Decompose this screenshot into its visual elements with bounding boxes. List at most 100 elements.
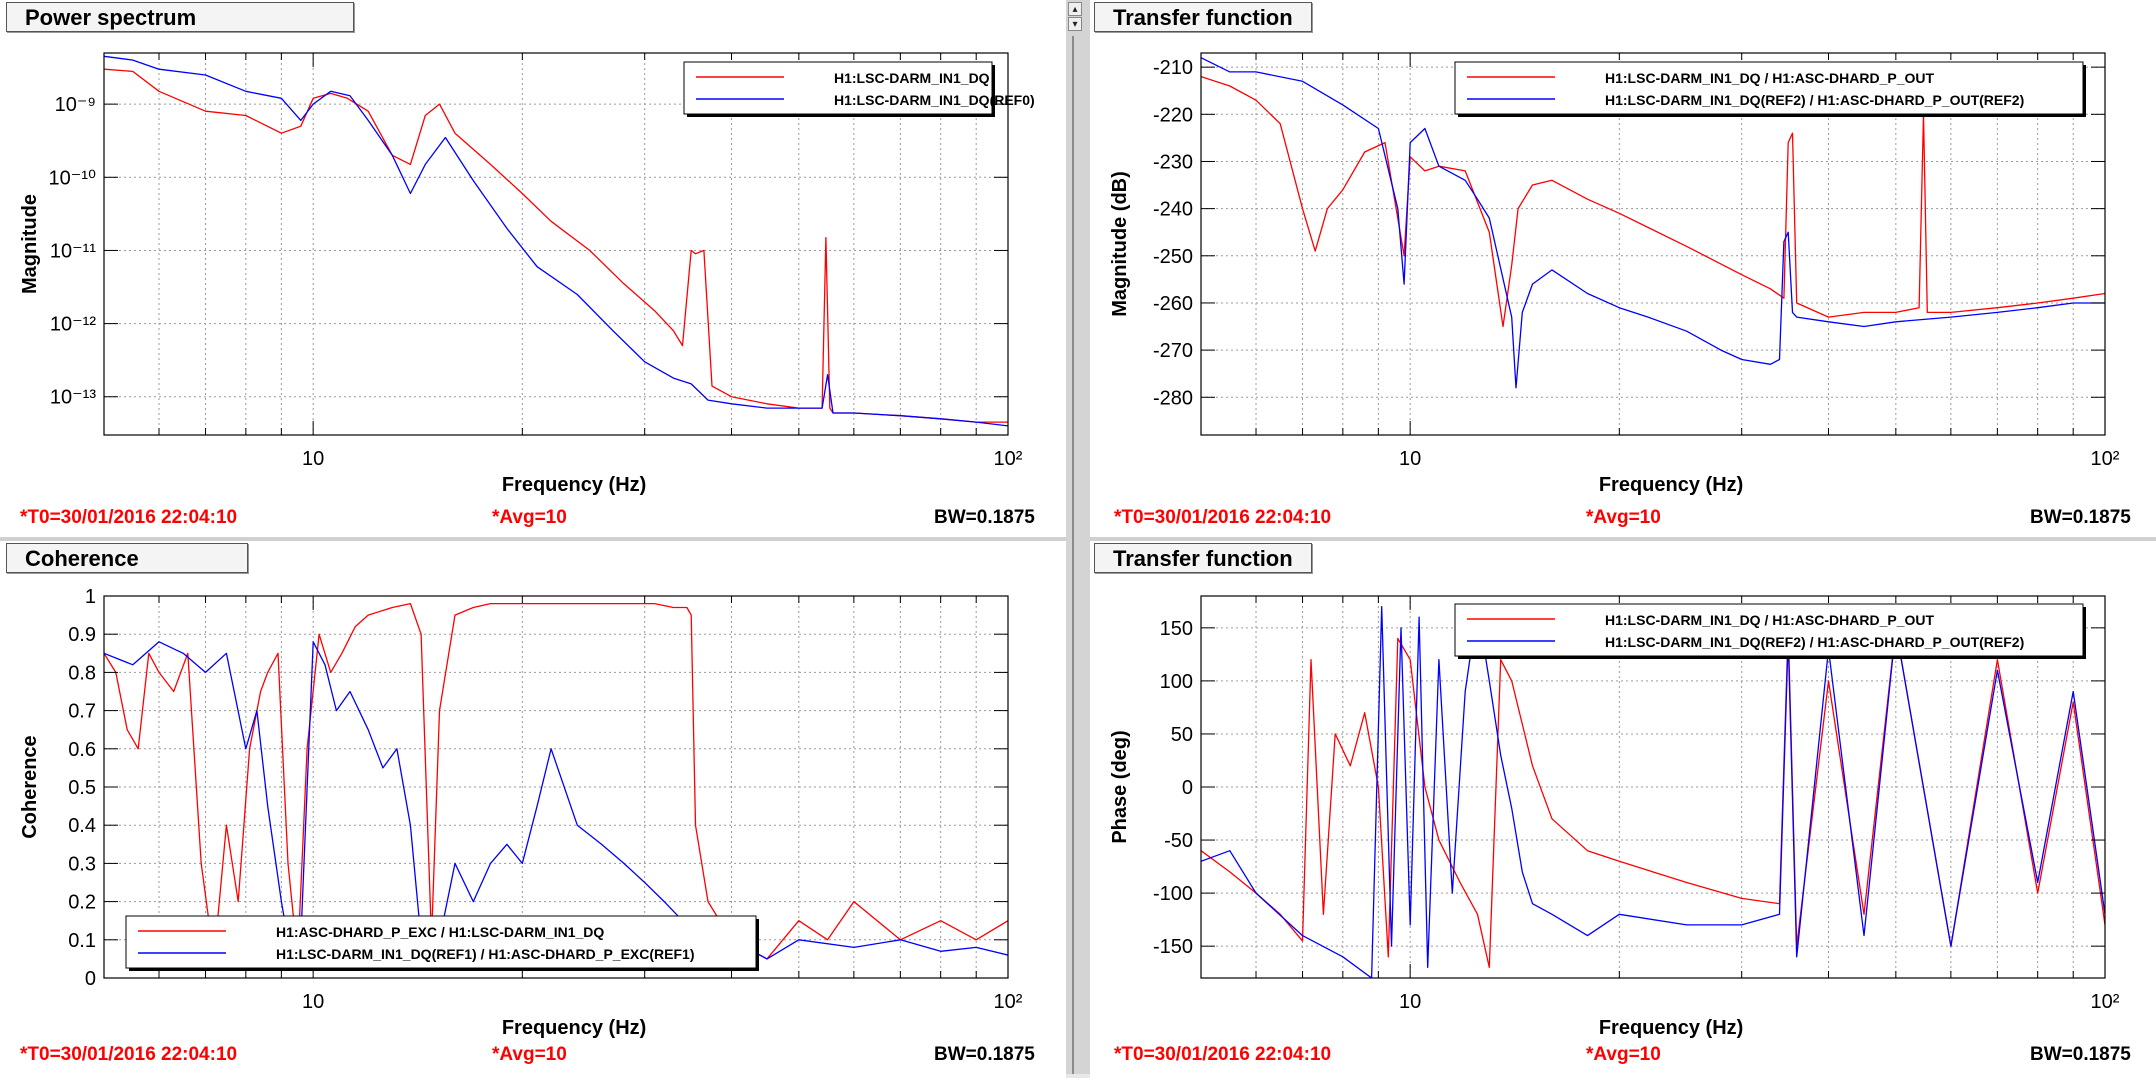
coherence-panel[interactable]: Coherence 10 10² 0 0.1 0.2 0.3 0.4 0.5 0.6 0.7 0.8… (0, 541, 1066, 1078)
grid (103, 53, 1008, 435)
scroll-up-button[interactable]: ▴ (1068, 2, 1082, 16)
y-tick-label: -50 (1164, 830, 1193, 852)
y-tick-label: -100 (1153, 883, 1193, 905)
t0-label: *T0=30/01/2016 22:04:10 (20, 1044, 238, 1065)
y-tick-label: -210 (1153, 57, 1193, 79)
y-tick-label: 10⁻⁹ (55, 94, 96, 116)
y-tick-label: 0.9 (68, 624, 96, 646)
avg-label: *Avg=10 (492, 507, 567, 528)
grid (1200, 596, 2105, 978)
y-tick-label: 0.4 (68, 815, 96, 837)
panel-title: Transfer function (1094, 2, 1312, 32)
avg-label: *Avg=10 (1586, 1044, 1661, 1065)
x-tick-label: 10² (994, 991, 1023, 1013)
y-tick-label: 100 (1160, 671, 1193, 693)
series-line-red (104, 68, 1008, 423)
y-axis-label: Coherence (19, 735, 41, 838)
series-group (104, 55, 1008, 427)
divider-line (1072, 36, 1074, 1074)
avg-label: *Avg=10 (492, 1044, 567, 1065)
y-tick-label: 0.2 (68, 892, 96, 914)
power-spectrum-chart[interactable]: 10 10² 10⁻¹³ 10⁻¹² 10⁻¹¹ 10⁻¹⁰ 10⁻⁹ Frequency (… (0, 0, 1066, 537)
x-tick-label: 10 (302, 991, 324, 1013)
y-tick-label: -280 (1153, 387, 1193, 409)
legend: H1:LSC-DARM_IN1_DQ / H1:ASC-DHARD_P_OUT H… (1454, 61, 2086, 117)
y-tick-label: -270 (1153, 340, 1193, 362)
x-axis-label: Frequency (Hz) (1599, 1017, 1743, 1039)
transfer-function-phase-chart[interactable]: 10 10² -150 -100 -50 0 50 100 150 Frequency (Hz) P… (1090, 541, 2156, 1074)
y-tick-label: 0.8 (68, 662, 96, 684)
power-spectrum-panel[interactable]: Power spectrum 10 10² 10⁻¹³ 10⁻¹² 10⁻¹¹ 10⁻¹⁰… (0, 0, 1066, 537)
legend-entry-label: H1:LSC-DARM_IN1_DQ / H1:ASC-DHARD_P_OUT (1605, 612, 1934, 628)
ticks (103, 595, 1008, 979)
plot-frame (1200, 52, 2106, 436)
avg-label: *Avg=10 (1586, 507, 1661, 528)
coherence-chart[interactable]: 10 10² 0 0.1 0.2 0.3 0.4 0.5 0.6 0.7 0.8 0.9 1 Freque… (0, 541, 1066, 1074)
y-tick-label: -260 (1153, 293, 1193, 315)
panel-title: Coherence (6, 543, 248, 573)
legend-entry-label: H1:LSC-DARM_IN1_DQ (834, 70, 990, 86)
series-line-red (104, 602, 1008, 960)
y-tick-label: 0.1 (68, 930, 96, 952)
y-tick-label: 0.7 (68, 701, 96, 723)
pad-divider[interactable]: ▴ ▾ (1066, 0, 1090, 1074)
panel-title: Power spectrum (6, 2, 354, 32)
bandwidth-label: BW=0.1875 (934, 507, 1035, 528)
y-tick-label: 10⁻¹³ (50, 387, 96, 409)
x-tick-label: 10² (2091, 448, 2120, 470)
y-tick-label: -250 (1153, 246, 1193, 268)
transfer-function-magnitude-panel[interactable]: Transfer function 10 10² -280 -270 -260 -250 -… (1090, 0, 2156, 537)
transfer-function-phase-panel[interactable]: Transfer function 10 10² -150 -100 -50 0 50 100… (1090, 541, 2156, 1078)
y-tick-label: 1 (85, 586, 96, 608)
chevron-up-icon: ▴ (1072, 4, 1078, 15)
y-tick-label: 0.6 (68, 739, 96, 761)
series-line-blue (1201, 605, 2105, 978)
ticks (1200, 596, 2105, 978)
y-axis-label: Magnitude (dB) (1109, 171, 1131, 317)
legend-entry-label: H1:ASC-DHARD_P_EXC / H1:LSC-DARM_IN1_DQ (276, 924, 604, 940)
t0-label: *T0=30/01/2016 22:04:10 (1114, 507, 1332, 528)
y-tick-label: 0 (1182, 777, 1193, 799)
y-tick-label: -230 (1153, 151, 1193, 173)
t0-label: *T0=30/01/2016 22:04:10 (20, 507, 238, 528)
legend: H1:LSC-DARM_IN1_DQ / H1:ASC-DHARD_P_OUT H… (1454, 603, 2086, 659)
transfer-function-magnitude-chart[interactable]: 10 10² -280 -270 -260 -250 -240 -230 -220 -210 Fre… (1090, 0, 2156, 537)
bandwidth-label: BW=0.1875 (2030, 507, 2131, 528)
series-line-blue (104, 641, 1008, 960)
y-tick-label: -220 (1153, 104, 1193, 126)
y-axis-label: Magnitude (19, 194, 41, 294)
y-tick-label: -240 (1153, 199, 1193, 221)
x-axis-label: Frequency (Hz) (502, 1017, 646, 1039)
x-tick-label: 10 (1399, 991, 1421, 1013)
y-tick-label: 10⁻¹¹ (50, 240, 96, 262)
x-tick-label: 10 (302, 448, 324, 470)
series-line-red (1201, 75, 2105, 328)
scroll-down-button[interactable]: ▾ (1068, 17, 1082, 31)
x-tick-label: 10² (2091, 991, 2120, 1013)
series-group (1201, 605, 2105, 978)
ticks (103, 53, 1008, 435)
legend: H1:LSC-DARM_IN1_DQ H1:LSC-DARM_IN1_DQ(REF… (683, 61, 1035, 117)
legend-entry-label: H1:LSC-DARM_IN1_DQ(REF0) (834, 92, 1035, 108)
series-line-red (1201, 627, 2105, 969)
legend: H1:ASC-DHARD_P_EXC / H1:LSC-DARM_IN1_DQ H… (125, 915, 759, 971)
chevron-down-icon: ▾ (1072, 19, 1078, 30)
bandwidth-label: BW=0.1875 (934, 1044, 1035, 1065)
legend-entry-label: H1:LSC-DARM_IN1_DQ / H1:ASC-DHARD_P_OUT (1605, 70, 1934, 86)
bandwidth-label: BW=0.1875 (2030, 1044, 2131, 1065)
y-tick-label: 150 (1160, 618, 1193, 640)
y-tick-label: 0 (85, 968, 96, 990)
legend-entry-label: H1:LSC-DARM_IN1_DQ(REF2) / H1:ASC-DHARD_… (1605, 92, 2024, 108)
x-tick-label: 10² (994, 448, 1023, 470)
t0-label: *T0=30/01/2016 22:04:10 (1114, 1044, 1332, 1065)
plot-frame (103, 52, 1009, 436)
ticks (1200, 53, 2105, 435)
y-tick-label: 10⁻¹² (50, 314, 96, 336)
legend-entry-label: H1:LSC-DARM_IN1_DQ(REF2) / H1:ASC-DHARD_… (1605, 634, 2024, 650)
y-tick-label: 0.3 (68, 853, 96, 875)
x-axis-label: Frequency (Hz) (502, 474, 646, 496)
y-tick-label: -150 (1153, 936, 1193, 958)
y-tick-label: 0.5 (68, 777, 96, 799)
legend-entry-label: H1:LSC-DARM_IN1_DQ(REF1) / H1:ASC-DHARD_… (276, 946, 695, 962)
y-tick-label: 50 (1171, 724, 1193, 746)
